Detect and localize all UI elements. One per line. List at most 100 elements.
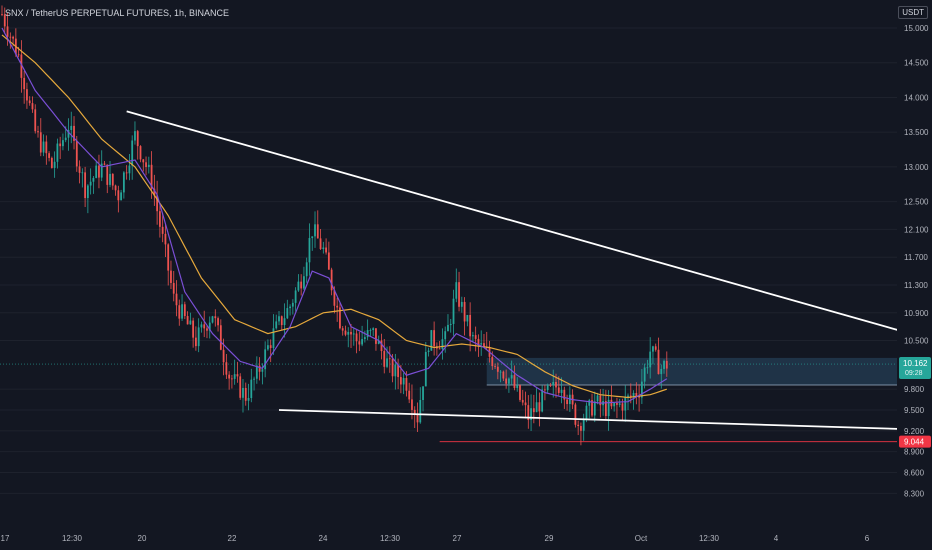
time-tick-label: 24: [319, 534, 328, 543]
candle-body: [9, 36, 12, 38]
candle-body: [183, 304, 186, 317]
candle-body: [203, 324, 206, 329]
candle-body: [211, 316, 214, 323]
candle-body: [228, 374, 231, 379]
candle-body: [142, 159, 145, 163]
candle-body: [225, 362, 228, 375]
price-tick-label: 13.500: [904, 128, 929, 137]
candle-body: [646, 367, 649, 369]
candle-body: [192, 320, 195, 338]
candle-body: [327, 252, 330, 270]
candle-body: [413, 409, 416, 414]
candle-body: [297, 281, 300, 291]
candle-body: [128, 165, 131, 174]
candle-body: [158, 211, 161, 227]
candle-body: [39, 132, 42, 153]
candle-body: [20, 54, 23, 78]
currency-button[interactable]: USDT: [898, 6, 928, 19]
candle-body: [120, 192, 123, 201]
candle-body: [347, 331, 350, 335]
candle-body: [255, 365, 258, 379]
candle-body: [496, 366, 499, 372]
candle-body: [175, 293, 178, 306]
candle-body: [247, 397, 250, 401]
candle-body: [311, 236, 314, 239]
candle-body: [84, 172, 86, 199]
current-price-label: 10.162 09:28: [899, 357, 931, 380]
candle-body: [629, 395, 632, 397]
candle-body: [574, 404, 577, 425]
candle-body: [516, 385, 519, 388]
candle-body: [527, 405, 530, 420]
candle-body: [136, 131, 139, 147]
candle-body: [341, 328, 344, 331]
candle-body: [280, 316, 283, 326]
candle-body: [627, 395, 629, 397]
candle-body: [3, 14, 6, 27]
time-tick-label: 17: [1, 534, 10, 543]
candle-body: [411, 399, 413, 410]
candle-body: [433, 330, 436, 347]
candle-body: [189, 320, 192, 325]
candle-body: [70, 125, 73, 131]
candle-body: [599, 395, 602, 406]
candle-body: [444, 331, 447, 340]
candle-body: [239, 376, 242, 398]
candle-body: [665, 360, 668, 369]
candle-body: [535, 402, 538, 413]
candle-body: [300, 281, 303, 289]
candle-body: [92, 177, 95, 182]
candle-body: [208, 322, 211, 331]
candle-body: [377, 340, 380, 344]
candle-body: [657, 349, 660, 375]
candle-body: [397, 364, 400, 378]
price-tick-label: 11.700: [904, 253, 928, 262]
candle-body: [388, 358, 391, 360]
candle-body: [153, 188, 156, 196]
candle-body: [122, 172, 125, 193]
candle-body: [167, 244, 170, 271]
time-tick-label: 12:30: [380, 534, 401, 543]
candle-body: [186, 316, 189, 325]
candle-body: [31, 103, 34, 110]
candle-body: [593, 401, 596, 416]
candle-body: [219, 325, 222, 350]
candle-body: [352, 333, 355, 335]
candle-body: [613, 402, 616, 407]
candle-body: [305, 262, 308, 277]
candle-body: [469, 314, 472, 337]
candle-body: [438, 348, 441, 350]
candle-body: [524, 402, 527, 406]
candle-body: [233, 374, 236, 379]
candle-body: [502, 371, 505, 379]
candle-body: [150, 164, 153, 189]
time-axis-bg: [0, 527, 932, 550]
candle-body: [513, 375, 516, 388]
candle-body: [50, 157, 53, 168]
candle-body: [267, 345, 269, 350]
candle-body: [544, 389, 546, 391]
time-tick-label: 4: [774, 534, 779, 543]
candles: [1, 5, 668, 446]
candle-body: [577, 424, 580, 427]
candle-body: [557, 387, 560, 393]
candle-body: [563, 389, 566, 400]
candle-body: [499, 371, 502, 373]
candle-body: [95, 165, 98, 178]
candle-body: [250, 379, 253, 398]
stop-label-bg: [899, 435, 931, 448]
time-tick-label: 12:30: [62, 534, 83, 543]
candle-body: [375, 328, 377, 344]
candle-body: [217, 318, 219, 326]
candle-body: [552, 381, 555, 386]
ma-slow-line: [1, 34, 667, 399]
price-tick-label: 9.500: [904, 406, 925, 415]
candle-body: [103, 163, 106, 165]
candle-body: [286, 308, 289, 319]
candle-body: [114, 185, 117, 191]
candle-body: [607, 399, 610, 417]
candle-body: [508, 378, 510, 384]
candle-body: [452, 298, 455, 324]
candle-body: [86, 185, 89, 199]
